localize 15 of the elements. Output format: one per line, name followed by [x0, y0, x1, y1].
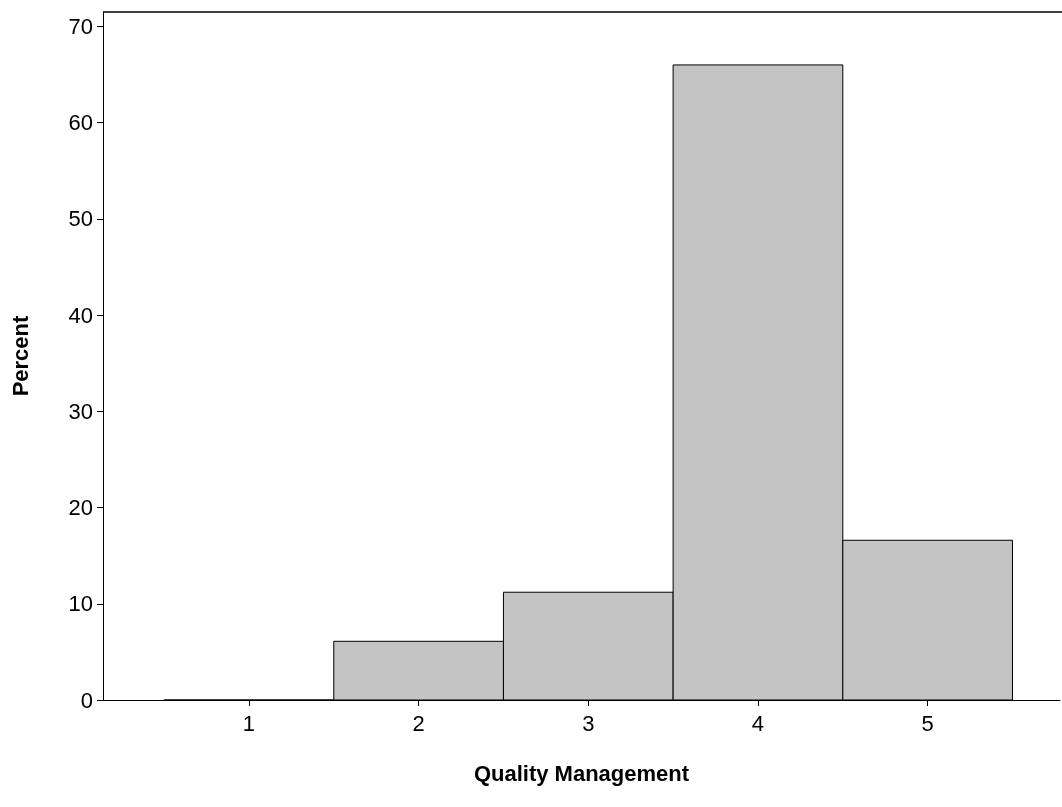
x-tick-label: 1 — [242, 710, 256, 736]
y-tick-label: 10 — [68, 591, 93, 617]
y-tick-label: 60 — [68, 110, 93, 136]
y-tick-label: 50 — [68, 206, 93, 232]
y-axis-title: Percent — [7, 314, 33, 397]
x-tick-label: 5 — [921, 710, 934, 736]
y-tick-label: 70 — [68, 13, 93, 39]
x-axis-title: Quality Management — [473, 760, 690, 786]
y-tick-label: 0 — [80, 687, 93, 713]
y-tick-label: 20 — [68, 495, 93, 521]
y-tick-label: 40 — [68, 302, 93, 328]
y-tick-label: 30 — [68, 398, 93, 424]
x-tick-label: 3 — [582, 710, 595, 736]
x-tick-label: 4 — [751, 710, 765, 736]
x-tick-label: 2 — [412, 710, 425, 736]
